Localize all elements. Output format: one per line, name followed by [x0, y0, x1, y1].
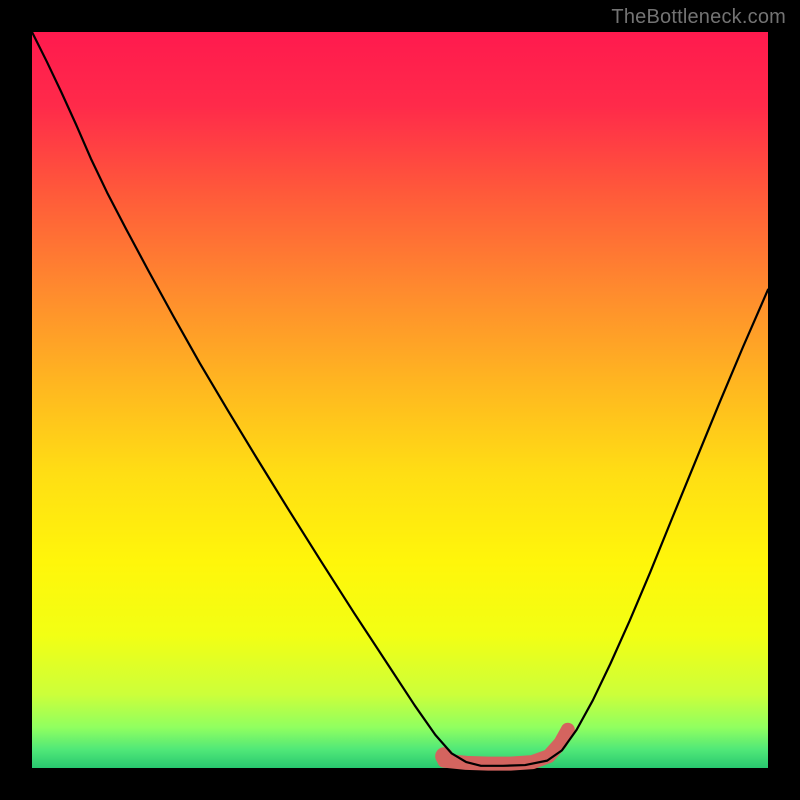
bottleneck-chart [0, 0, 800, 800]
chart-container: TheBottleneck.com [0, 0, 800, 800]
plot-background [32, 32, 768, 768]
highlight-start-dot [435, 747, 453, 765]
